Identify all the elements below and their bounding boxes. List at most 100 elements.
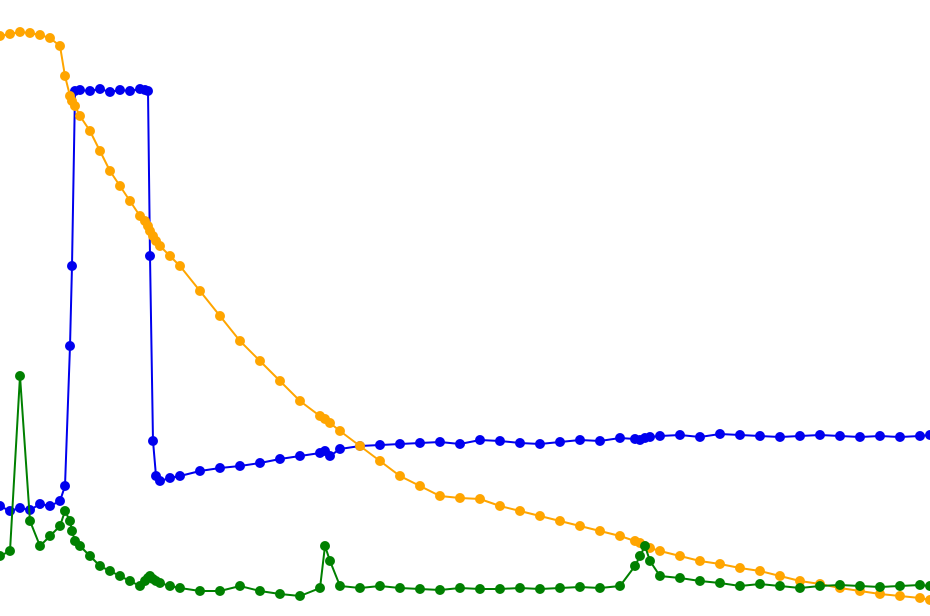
data-point — [835, 580, 845, 590]
data-point — [95, 561, 105, 571]
data-point — [645, 432, 655, 442]
data-point — [115, 571, 125, 581]
data-point — [395, 471, 405, 481]
series-line — [0, 30, 930, 601]
data-point — [535, 511, 545, 521]
data-point — [255, 458, 265, 468]
data-point — [255, 356, 265, 366]
data-point — [325, 556, 335, 566]
data-point — [105, 87, 115, 97]
data-point — [735, 563, 745, 573]
data-point — [455, 439, 465, 449]
data-point — [615, 531, 625, 541]
data-point — [195, 586, 205, 596]
series-2 — [0, 27, 930, 605]
data-point — [67, 261, 77, 271]
data-point — [0, 551, 5, 561]
data-point — [675, 551, 685, 561]
data-point — [435, 491, 445, 501]
data-point — [415, 481, 425, 491]
data-point — [155, 476, 165, 486]
data-point — [655, 431, 665, 441]
data-point — [25, 516, 35, 526]
data-point — [295, 396, 305, 406]
data-point — [275, 589, 285, 599]
data-point — [555, 516, 565, 526]
data-point — [325, 451, 335, 461]
data-point — [615, 433, 625, 443]
data-point — [595, 526, 605, 536]
data-point — [495, 584, 505, 594]
data-point — [155, 241, 165, 251]
data-point — [45, 531, 55, 541]
data-point — [475, 494, 485, 504]
data-point — [60, 481, 70, 491]
data-point — [85, 86, 95, 96]
data-point — [815, 581, 825, 591]
data-point — [695, 556, 705, 566]
data-point — [0, 31, 5, 41]
data-point — [675, 430, 685, 440]
data-point — [595, 436, 605, 446]
data-point — [895, 591, 905, 601]
data-point — [895, 432, 905, 442]
data-point — [375, 456, 385, 466]
data-point — [495, 436, 505, 446]
data-point — [595, 583, 605, 593]
data-point — [235, 461, 245, 471]
series-1 — [0, 84, 930, 516]
series-line — [0, 87, 930, 513]
data-point — [515, 438, 525, 448]
data-point — [55, 521, 65, 531]
data-point — [755, 431, 765, 441]
data-point — [435, 585, 445, 595]
data-point — [925, 595, 930, 605]
data-point — [915, 580, 925, 590]
data-point — [395, 439, 405, 449]
data-point — [75, 541, 85, 551]
data-point — [875, 582, 885, 592]
data-point — [555, 583, 565, 593]
data-point — [235, 581, 245, 591]
data-point — [215, 311, 225, 321]
data-point — [215, 586, 225, 596]
data-point — [35, 541, 45, 551]
data-point — [715, 559, 725, 569]
data-point — [165, 251, 175, 261]
data-point — [143, 86, 153, 96]
data-point — [85, 551, 95, 561]
data-point — [635, 551, 645, 561]
data-point — [215, 463, 225, 473]
series-line — [0, 375, 930, 598]
data-point — [455, 583, 465, 593]
data-point — [60, 71, 70, 81]
data-point — [815, 430, 825, 440]
data-point — [165, 581, 175, 591]
data-point — [915, 593, 925, 603]
data-point — [75, 111, 85, 121]
data-point — [175, 583, 185, 593]
data-point — [535, 584, 545, 594]
data-point — [175, 471, 185, 481]
data-point — [95, 84, 105, 94]
data-point — [335, 444, 345, 454]
data-point — [25, 28, 35, 38]
data-point — [375, 440, 385, 450]
data-point — [675, 573, 685, 583]
data-point — [195, 466, 205, 476]
data-point — [320, 541, 330, 551]
data-point — [615, 581, 625, 591]
data-point — [755, 579, 765, 589]
data-point — [125, 576, 135, 586]
data-point — [125, 196, 135, 206]
data-point — [645, 556, 655, 566]
data-point — [55, 41, 65, 51]
data-point — [575, 435, 585, 445]
data-point — [35, 30, 45, 40]
data-point — [515, 583, 525, 593]
data-point — [65, 516, 75, 526]
data-point — [65, 341, 75, 351]
data-point — [155, 578, 165, 588]
